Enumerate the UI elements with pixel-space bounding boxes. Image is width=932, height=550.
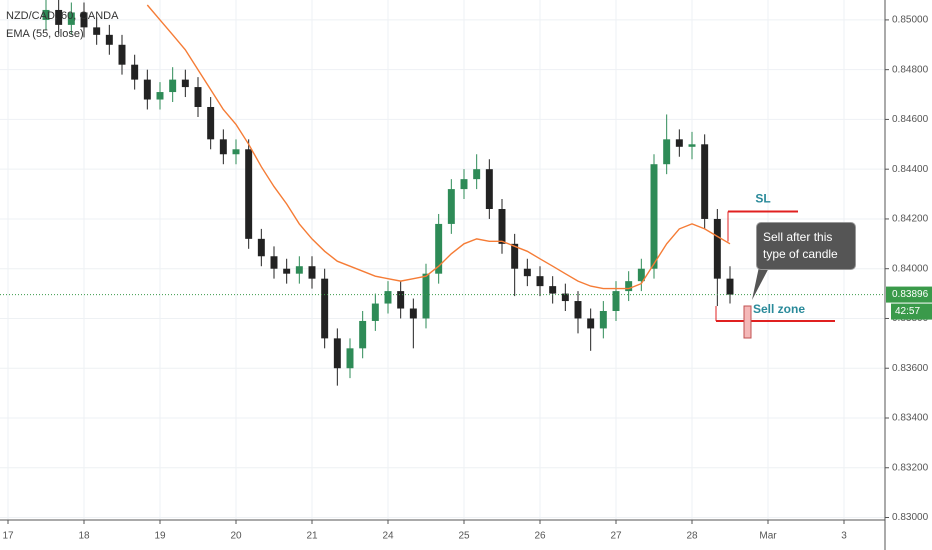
candle-body — [156, 92, 164, 100]
candle-body — [245, 149, 253, 239]
candle-body — [295, 266, 303, 274]
x-tick-label: 20 — [230, 531, 242, 542]
candle-body — [688, 144, 696, 147]
x-tick-label: 21 — [306, 531, 318, 542]
price-axis-panel — [885, 0, 932, 550]
x-tick-label: 24 — [382, 531, 394, 542]
candle-body — [194, 87, 202, 107]
countdown-badge — [891, 303, 932, 320]
candle-body — [549, 286, 557, 294]
candle-body — [321, 278, 329, 339]
callout-pointer — [752, 262, 772, 300]
ema-line — [146, 4, 731, 290]
candle-body — [675, 139, 683, 147]
candle-body — [599, 311, 607, 329]
candle-body — [574, 301, 582, 319]
candle-body — [371, 303, 379, 321]
candle-body — [359, 320, 367, 349]
candle-body — [498, 208, 506, 244]
candle-body — [650, 164, 658, 269]
candle-body — [612, 291, 620, 312]
candle-body — [143, 79, 151, 100]
current-price-label: 0.83896 — [892, 289, 929, 300]
candle-body — [257, 238, 265, 257]
y-tick-label: 0.85000 — [892, 15, 929, 26]
x-tick-label: 3 — [841, 531, 847, 542]
y-tick-label: 0.83200 — [892, 462, 929, 473]
candle-body — [485, 169, 493, 209]
candle-body — [435, 223, 443, 274]
y-tick-label: 0.84800 — [892, 64, 929, 75]
countdown-label: 42:57 — [895, 306, 920, 317]
chart-title: NZD/CAD, 60, OANDA — [6, 10, 119, 22]
y-tick-label: 0.83600 — [892, 363, 929, 374]
x-tick-label: 25 — [458, 531, 470, 542]
candle-body — [637, 268, 645, 282]
candle-body — [625, 281, 633, 292]
candle-body — [587, 318, 595, 329]
candle-body — [511, 243, 519, 269]
candle-body — [422, 273, 430, 319]
candle-body — [333, 338, 341, 369]
candle-body — [270, 256, 278, 269]
candle-body — [561, 293, 569, 302]
y-tick-label: 0.84600 — [892, 114, 929, 125]
candle-body — [118, 44, 126, 65]
candle-body — [67, 12, 75, 25]
candle-body — [384, 291, 392, 304]
candle-body — [409, 308, 417, 319]
candle-body — [397, 291, 405, 309]
y-tick-label: 0.84000 — [892, 263, 929, 274]
candle-body — [726, 278, 734, 295]
candle-body — [536, 276, 544, 287]
time-axis-panel — [0, 520, 885, 550]
candle-body — [93, 27, 101, 35]
candle-body — [308, 266, 316, 279]
candle-body — [131, 64, 139, 80]
candle-body — [663, 139, 671, 165]
y-tick-label: 0.83400 — [892, 413, 929, 424]
candle-body — [346, 348, 354, 369]
candle-body — [701, 144, 709, 219]
candle-body — [232, 149, 240, 155]
x-tick-label: Mar — [759, 531, 777, 542]
candle-body — [181, 79, 189, 88]
x-tick-label: 18 — [78, 531, 90, 542]
x-tick-label: 28 — [686, 531, 698, 542]
candle-body — [713, 218, 721, 279]
sell-zone-label: Sell zone — [753, 302, 805, 316]
candle-body — [460, 179, 468, 190]
y-tick-label: 0.84200 — [892, 214, 929, 225]
candle-body — [80, 12, 88, 28]
highlight-candle — [743, 305, 752, 339]
candle-body — [42, 9, 50, 20]
candle-body — [55, 9, 63, 25]
candle-body — [105, 34, 113, 45]
y-tick-label: 0.83000 — [892, 512, 929, 523]
candle-body — [473, 169, 481, 180]
candle-body — [169, 79, 177, 93]
x-tick-label: 17 — [2, 531, 14, 542]
candle-body — [207, 106, 215, 140]
candle-body — [447, 189, 455, 224]
sl-label: SL — [755, 192, 770, 206]
callout: Sell after this type of candle — [756, 222, 856, 270]
y-tick-label: 0.84400 — [892, 164, 929, 175]
legend-ema: EMA (55, close) — [6, 28, 84, 40]
candle-body — [283, 268, 291, 274]
current-price-badge — [886, 286, 932, 303]
candle-body — [219, 139, 227, 155]
x-tick-label: 19 — [154, 531, 166, 542]
candle-body — [523, 268, 531, 277]
x-tick-label: 26 — [534, 531, 546, 542]
x-tick-label: 27 — [610, 531, 622, 542]
